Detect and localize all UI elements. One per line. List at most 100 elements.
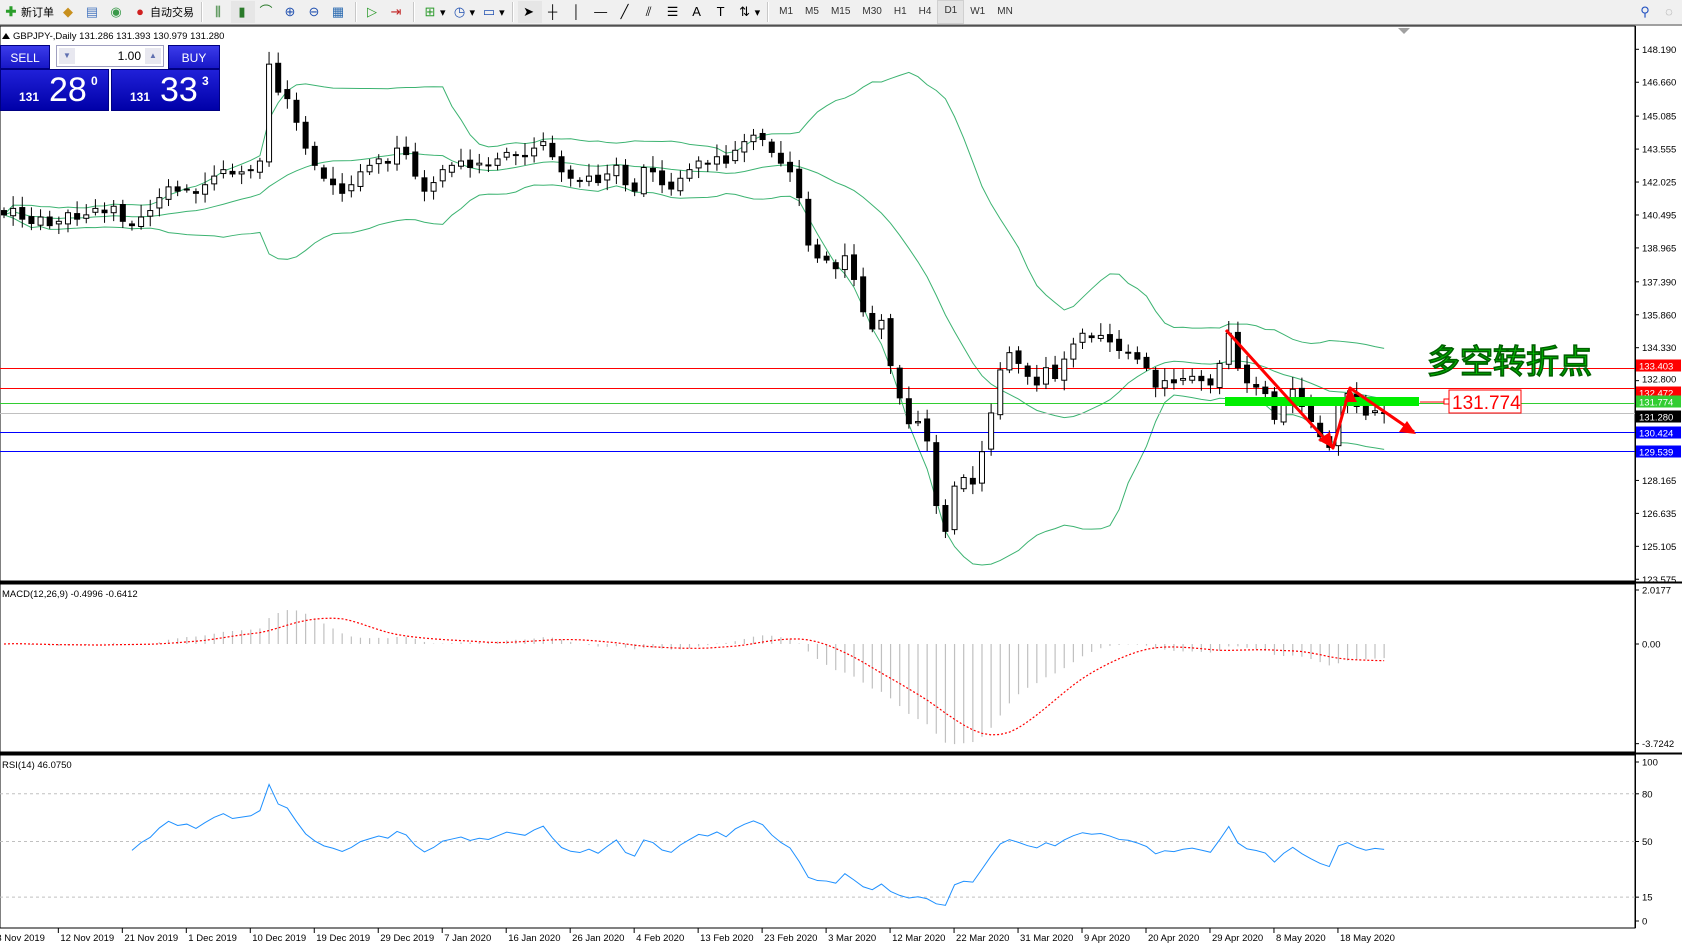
price-tick-label: 132.800 (1642, 375, 1676, 386)
horizontal-line-button[interactable]: — (590, 1, 614, 23)
auto-trading-button[interactable]: ● 自动交易 (129, 1, 197, 23)
navigator-button[interactable]: ◆ (57, 1, 81, 23)
arrow-head-icon (1344, 388, 1357, 402)
periods-button[interactable]: ◷ ▾ (449, 1, 479, 23)
timeframe-m5[interactable]: M5 (805, 6, 819, 17)
terminal-icon: ▤ (85, 4, 99, 19)
candle (869, 312, 876, 330)
timeframe-h4[interactable]: H4 (918, 6, 932, 17)
candle (330, 178, 337, 186)
arrows-button[interactable]: ⇅ ▾ (734, 1, 764, 23)
signals-button[interactable]: ◉ (105, 1, 129, 23)
candle (220, 169, 227, 175)
chart-shift-button[interactable]: ⇥ (385, 1, 409, 23)
candle (19, 207, 26, 220)
candle (521, 154, 528, 158)
channel-button[interactable]: ⫽ (638, 1, 662, 23)
candle (439, 169, 446, 182)
sell-button[interactable]: SELL (0, 45, 50, 69)
bar-chart-button[interactable]: ⫼ (207, 1, 231, 23)
timeframe-m15[interactable]: M15 (830, 6, 851, 17)
candlestick-icon: ▮ (238, 4, 246, 19)
candle (92, 207, 99, 213)
candle (1033, 376, 1040, 386)
timeframe-m30[interactable]: M30 (862, 6, 882, 17)
indicators-button[interactable]: ⊞ ▾ (419, 1, 449, 23)
date-label: 18 May 2020 (1340, 933, 1395, 944)
macd-label: MACD(12,26,9) -0.4996 -0.6412 (2, 589, 138, 600)
timeframe-d1[interactable]: D1 (937, 0, 965, 24)
templates-button[interactable]: ▭ ▾ (478, 1, 508, 23)
text-label-button[interactable]: T (710, 1, 734, 23)
candle (156, 197, 163, 209)
terminal-button[interactable]: ▤ (81, 1, 105, 23)
timeframe-h1[interactable]: H1 (893, 6, 907, 17)
trendline-button[interactable]: ╱ (614, 1, 638, 23)
vertical-line-button[interactable]: │ (566, 1, 590, 23)
candle (649, 167, 656, 173)
zoom-in-button[interactable]: ⊕ (279, 1, 303, 23)
date-label: 3 Nov 2019 (0, 933, 45, 944)
lot-value: 1.00 (117, 49, 141, 63)
candle (384, 160, 391, 164)
rsi-line (131, 783, 1385, 906)
buy-price[interactable]: 131 33 3 (111, 69, 220, 111)
timeframe-w1[interactable]: W1 (970, 6, 986, 17)
candle (366, 164, 373, 173)
trendline-icon: ╱ (620, 4, 629, 19)
arrows-icon: ⇅ (739, 4, 751, 19)
fibonacci-button[interactable]: ☰ (662, 1, 686, 23)
candle (348, 184, 355, 192)
candle (1106, 334, 1113, 343)
date-label: 4 Feb 2020 (636, 933, 684, 944)
candle (37, 216, 44, 226)
rsi-tick-label: 0 (1642, 917, 1647, 928)
timeframe-m1[interactable]: M1 (779, 6, 794, 17)
one-click-trading-panel: SELL ▼ 1.00 ▲ BUY 131 28 0 131 33 3 (0, 45, 220, 111)
date-label: 10 Dec 2019 (252, 933, 306, 944)
candle (403, 146, 410, 156)
candle (686, 169, 693, 179)
candle (394, 147, 401, 165)
candle (823, 255, 830, 261)
price-tick-label: 148.190 (1642, 45, 1676, 56)
price-tick-label: 140.495 (1642, 210, 1676, 221)
search-button[interactable]: ⚲ (1634, 1, 1658, 23)
timeframe-mn[interactable]: MN (997, 6, 1013, 17)
lot-size-input[interactable]: ▼ 1.00 ▲ (56, 45, 164, 67)
price-tick-label: 128.165 (1642, 476, 1676, 487)
candlestick-button[interactable]: ▮ (231, 1, 255, 23)
buy-button[interactable]: BUY (168, 45, 220, 69)
candle (1143, 356, 1150, 369)
date-label: 8 May 2020 (1276, 933, 1326, 944)
chat-button[interactable]: ◌ (1658, 1, 1682, 23)
new-order-button[interactable]: ✚ 新订单 (0, 1, 57, 23)
candle (275, 62, 282, 93)
text-button[interactable]: A (686, 1, 710, 23)
macd-tick-label: 2.0177 (1642, 586, 1671, 597)
candle (357, 171, 364, 187)
candle (1308, 403, 1315, 423)
line-chart-button[interactable]: ⌒ (255, 1, 279, 23)
sell-price[interactable]: 131 28 0 (0, 69, 109, 111)
candle (1079, 332, 1086, 343)
zoom-out-button[interactable]: ⊖ (303, 1, 327, 23)
candle (796, 168, 803, 199)
cursor-button[interactable]: ➤ (517, 1, 542, 23)
macd-tick-label: 0.00 (1642, 640, 1661, 651)
rsi-label: RSI(14) 46.0750 (2, 760, 72, 771)
macd-panel-frame (0, 583, 1636, 753)
buy-big-figure: 131 (130, 90, 151, 104)
crosshair-button[interactable]: ┼ (542, 1, 566, 23)
price-tick-label: 123.575 (1642, 575, 1676, 586)
tile-windows-button[interactable]: ▦ (327, 1, 351, 23)
support-zone-bar (1225, 397, 1419, 406)
candle (320, 167, 327, 179)
autoscroll-button[interactable]: ▷ (361, 1, 385, 23)
zoom-in-icon: ⊕ (284, 4, 296, 19)
candle (677, 177, 684, 192)
lot-increase-button[interactable]: ▲ (145, 48, 161, 64)
candle (476, 162, 483, 166)
lot-decrease-button[interactable]: ▼ (59, 48, 75, 64)
